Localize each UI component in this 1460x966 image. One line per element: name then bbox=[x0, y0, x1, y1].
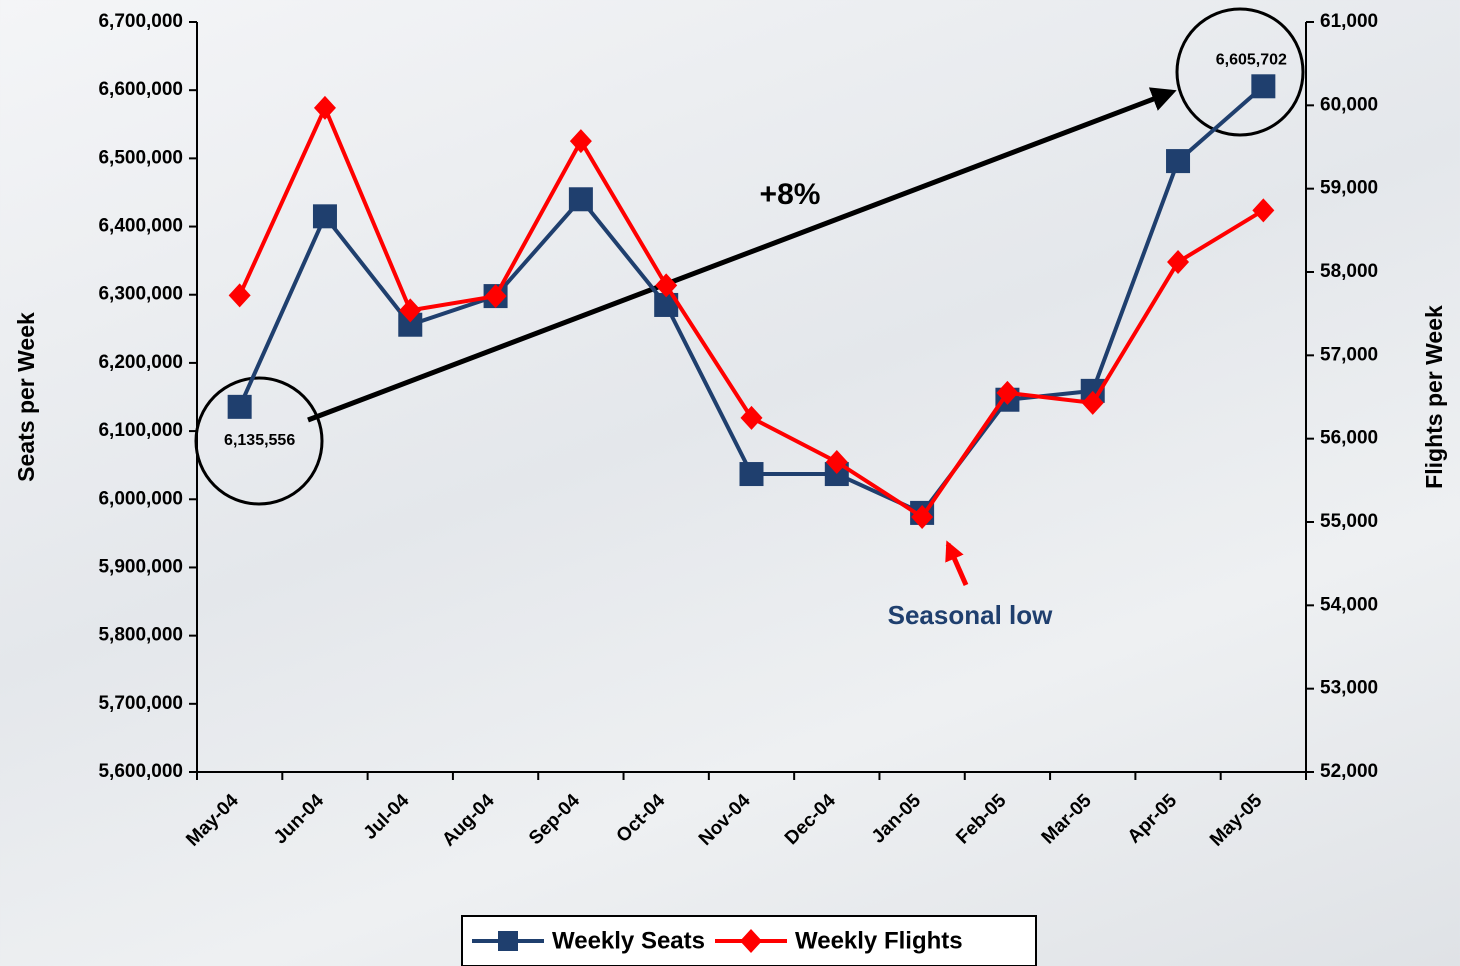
y2-tick-label: 55,000 bbox=[1320, 511, 1378, 532]
series-line bbox=[237, 102, 1265, 520]
y2-tick-label: 56,000 bbox=[1320, 428, 1378, 449]
point bbox=[740, 405, 763, 430]
y-tick-label: 6,100,000 bbox=[98, 420, 183, 441]
y-tick-label: 6,600,000 bbox=[98, 79, 183, 100]
annotation: Seasonal low bbox=[888, 600, 1053, 630]
annotation-arrow bbox=[945, 540, 969, 587]
legend-marker bbox=[498, 931, 518, 951]
x-tick-label: Apr-05 bbox=[1124, 790, 1182, 848]
trend-arrow bbox=[307, 87, 1177, 423]
point bbox=[1251, 74, 1276, 99]
legend: Weekly Seats Weekly Flights bbox=[461, 915, 1037, 966]
point bbox=[312, 204, 337, 229]
legend-box bbox=[461, 915, 1037, 966]
data-label: 6,135,556 bbox=[224, 432, 295, 449]
point bbox=[1166, 149, 1191, 174]
x-tick-label: Jan-05 bbox=[868, 790, 926, 848]
x-tick-label: Mar-05 bbox=[1038, 790, 1096, 848]
x-tick-label: Jul-04 bbox=[360, 790, 414, 844]
y-tick-label: 6,500,000 bbox=[98, 147, 183, 168]
point bbox=[1252, 198, 1275, 223]
point bbox=[996, 380, 1019, 405]
x-tick-label: Jun-04 bbox=[270, 790, 328, 848]
y-tick-label: 6,300,000 bbox=[98, 284, 183, 305]
x-tick-label: Feb-05 bbox=[952, 790, 1010, 848]
x-tick-label: Aug-04 bbox=[438, 790, 499, 851]
y2-tick-label: 61,000 bbox=[1320, 11, 1378, 32]
y-tick-label: 5,700,000 bbox=[98, 693, 183, 714]
x-tick-label: May-04 bbox=[182, 790, 243, 851]
point bbox=[1167, 250, 1190, 274]
y2-tick-label: 59,000 bbox=[1320, 178, 1378, 199]
point bbox=[569, 129, 592, 154]
y-axis-title: Seats per Week bbox=[13, 312, 39, 482]
y-tick-label: 5,800,000 bbox=[98, 625, 183, 646]
x-tick-label: May-05 bbox=[1206, 790, 1267, 851]
point bbox=[568, 187, 593, 212]
callout-circle bbox=[1175, 7, 1305, 137]
y2-tick-label: 57,000 bbox=[1320, 344, 1378, 365]
legend-label: Weekly Seats bbox=[552, 927, 705, 954]
x-tick-label: Oct-04 bbox=[613, 790, 670, 847]
y2-tick-label: 52,000 bbox=[1320, 761, 1378, 782]
y-tick-label: 6,200,000 bbox=[98, 352, 183, 373]
point bbox=[313, 95, 336, 120]
point bbox=[825, 450, 848, 474]
x-tick-label: Nov-04 bbox=[695, 790, 755, 850]
y-tick-label: 6,700,000 bbox=[98, 11, 183, 32]
point bbox=[227, 394, 252, 419]
y2-tick-label: 58,000 bbox=[1320, 261, 1378, 282]
y-tick-label: 5,900,000 bbox=[98, 556, 183, 577]
y2-axis-title: Flights per Week bbox=[1421, 305, 1447, 489]
point bbox=[1081, 390, 1104, 415]
point bbox=[655, 273, 678, 298]
x-tick-label: Dec-04 bbox=[781, 790, 840, 849]
x-tick-label: Sep-04 bbox=[525, 790, 584, 849]
point bbox=[739, 462, 764, 487]
y-tick-label: 5,600,000 bbox=[98, 761, 183, 782]
y-tick-label: 6,400,000 bbox=[98, 216, 183, 237]
y2-tick-label: 53,000 bbox=[1320, 678, 1378, 699]
series-line bbox=[237, 84, 1265, 516]
y-tick-label: 6,000,000 bbox=[98, 488, 183, 509]
y2-tick-label: 54,000 bbox=[1320, 594, 1378, 615]
legend-label: Weekly Flights bbox=[795, 927, 963, 954]
y2-tick-label: 60,000 bbox=[1320, 94, 1378, 115]
data-label: 6,605,702 bbox=[1216, 52, 1287, 69]
point bbox=[484, 284, 507, 309]
point bbox=[911, 505, 934, 529]
point bbox=[228, 283, 251, 308]
annotation: +8% bbox=[760, 178, 821, 211]
legend-marker bbox=[740, 929, 762, 953]
point bbox=[399, 298, 422, 323]
